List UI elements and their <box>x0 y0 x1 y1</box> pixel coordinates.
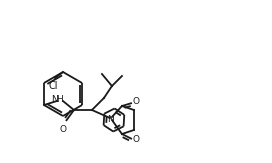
Text: O: O <box>60 125 66 134</box>
Text: Cl: Cl <box>48 81 58 91</box>
Text: N: N <box>52 96 58 104</box>
Text: H: H <box>57 96 63 104</box>
Text: O: O <box>132 135 140 145</box>
Text: O: O <box>132 97 140 106</box>
Text: N: N <box>107 114 114 124</box>
